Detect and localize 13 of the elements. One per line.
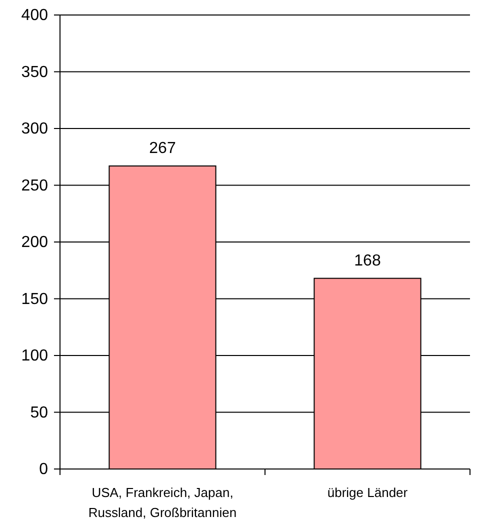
x-tick-label: übrige Länder xyxy=(327,485,408,500)
y-tick-label: 300 xyxy=(21,120,48,138)
y-tick-label: 0 xyxy=(39,461,48,478)
y-tick-label: 250 xyxy=(21,177,48,194)
y-tick-label: 50 xyxy=(30,404,48,422)
data-label: 267 xyxy=(149,140,176,157)
x-tick-label: USA, Frankreich, Japan, Russland, Großbritannien xyxy=(88,485,237,520)
data-label: 168 xyxy=(354,252,381,270)
y-tick-label: 100 xyxy=(21,348,48,364)
y-tick-label: 150 xyxy=(21,290,48,308)
y-tick-label: 200 xyxy=(21,234,48,251)
y-tick-label: 350 xyxy=(21,64,48,81)
y-tick-label: 400 xyxy=(21,7,48,24)
